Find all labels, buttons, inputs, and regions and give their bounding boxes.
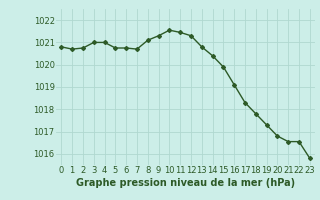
X-axis label: Graphe pression niveau de la mer (hPa): Graphe pression niveau de la mer (hPa): [76, 178, 295, 188]
